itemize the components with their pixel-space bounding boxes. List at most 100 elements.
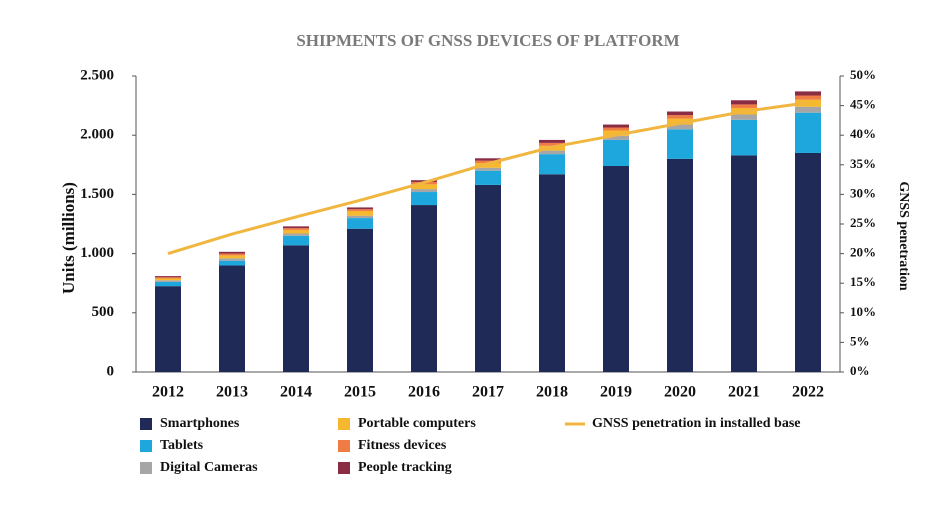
bar-segment bbox=[219, 265, 245, 372]
y2-tick-label: 40% bbox=[850, 126, 876, 141]
y2-axis-label: GNSS penetration bbox=[896, 181, 911, 291]
bar-segment bbox=[347, 207, 373, 210]
y2-tick-label: 5% bbox=[850, 333, 870, 348]
bar-segment bbox=[667, 129, 693, 159]
bar-segment bbox=[155, 280, 181, 283]
y2-tick-label: 45% bbox=[850, 97, 876, 112]
bar-segment bbox=[795, 106, 821, 113]
bar-segment bbox=[219, 251, 245, 254]
y2-tick-label: 30% bbox=[850, 185, 876, 200]
bar-segment bbox=[347, 215, 373, 219]
bar-segment bbox=[539, 150, 565, 155]
legend-label: Digital Cameras bbox=[160, 460, 258, 475]
y-tick-label: 1.500 bbox=[80, 186, 114, 202]
legend-label: Smartphones bbox=[160, 416, 240, 431]
bar-segment bbox=[411, 189, 437, 193]
bar-segment bbox=[603, 124, 629, 128]
x-tick-label: 2013 bbox=[216, 384, 248, 401]
x-tick-label: 2014 bbox=[280, 384, 312, 401]
bar-segment bbox=[283, 229, 309, 234]
legend-swatch bbox=[338, 462, 350, 474]
bar-segment bbox=[411, 192, 437, 206]
legend-swatch bbox=[338, 440, 350, 452]
legend-label: Fitness devices bbox=[358, 438, 447, 453]
y2-tick-label: 50% bbox=[850, 67, 876, 82]
bar-segment bbox=[155, 286, 181, 372]
y2-tick-label: 25% bbox=[850, 215, 876, 230]
bar-segment bbox=[347, 218, 373, 229]
bar-segment bbox=[667, 158, 693, 372]
legend-swatch bbox=[140, 462, 152, 474]
bar-segment bbox=[475, 167, 501, 171]
legend-swatch bbox=[140, 440, 152, 452]
legend-label: Portable computers bbox=[358, 416, 476, 431]
bar-segment bbox=[283, 228, 309, 230]
bar-segment bbox=[155, 277, 181, 279]
bar-segment bbox=[475, 184, 501, 372]
bar-segment bbox=[731, 100, 757, 105]
bar-segment bbox=[795, 91, 821, 96]
legend-label: People tracking bbox=[358, 460, 452, 475]
bar-segment bbox=[475, 163, 501, 168]
bar-segment bbox=[347, 228, 373, 372]
y-axis-label: Units (millions) bbox=[59, 182, 78, 294]
bar-segment bbox=[795, 152, 821, 372]
y-tick-label: 2.000 bbox=[80, 127, 114, 143]
legend-swatch bbox=[338, 418, 350, 430]
x-tick-label: 2018 bbox=[536, 384, 568, 401]
x-tick-label: 2022 bbox=[792, 384, 824, 401]
y-tick-label: 500 bbox=[92, 304, 115, 320]
y-tick-label: 1.000 bbox=[80, 245, 114, 261]
bar-segment bbox=[603, 130, 629, 136]
legend-label: Tablets bbox=[160, 438, 204, 453]
bar-segment bbox=[347, 209, 373, 211]
legend-label: GNSS penetration in installed base bbox=[592, 416, 800, 431]
y2-tick-label: 15% bbox=[850, 274, 876, 289]
bar-segment bbox=[283, 235, 309, 246]
bar-segment bbox=[411, 205, 437, 372]
y2-tick-label: 20% bbox=[850, 245, 876, 260]
bar-segment bbox=[219, 255, 245, 259]
x-tick-label: 2016 bbox=[408, 384, 440, 401]
bar-segment bbox=[219, 260, 245, 266]
x-tick-label: 2012 bbox=[152, 384, 184, 401]
bar-segment bbox=[219, 253, 245, 256]
bar-segment bbox=[155, 278, 181, 281]
legend-swatch bbox=[140, 418, 152, 430]
bar-segment bbox=[603, 135, 629, 140]
bar-segment bbox=[731, 119, 757, 156]
y2-tick-label: 0% bbox=[850, 363, 870, 378]
bar-segment bbox=[283, 245, 309, 372]
bar-segment bbox=[667, 124, 693, 130]
bar-segment bbox=[411, 184, 437, 190]
y2-tick-label: 10% bbox=[850, 304, 876, 319]
bar-segment bbox=[539, 142, 565, 146]
bar-segment bbox=[347, 210, 373, 216]
bar-segment bbox=[667, 118, 693, 125]
bar-segment bbox=[667, 111, 693, 116]
y2-tick-label: 35% bbox=[850, 156, 876, 171]
x-tick-label: 2021 bbox=[728, 384, 760, 401]
bar-segment bbox=[155, 282, 181, 287]
bar-segment bbox=[475, 170, 501, 185]
bar-segment bbox=[795, 95, 821, 100]
y-tick-label: 0 bbox=[107, 363, 115, 379]
bar-segment bbox=[539, 154, 565, 175]
bar-segment bbox=[731, 114, 757, 120]
bar-segment bbox=[603, 165, 629, 372]
bar-segment bbox=[603, 127, 629, 131]
bar-segment bbox=[155, 276, 181, 278]
penetration-line bbox=[167, 101, 809, 256]
x-tick-label: 2020 bbox=[664, 384, 696, 401]
bar-segment bbox=[731, 104, 757, 108]
x-tick-label: 2015 bbox=[344, 384, 376, 401]
x-tick-label: 2017 bbox=[472, 384, 504, 401]
x-tick-label: 2019 bbox=[600, 384, 632, 401]
bar-segment bbox=[667, 115, 693, 119]
bar-segment bbox=[475, 160, 501, 164]
bar-segment bbox=[795, 112, 821, 153]
bar-segment bbox=[539, 174, 565, 372]
bar-segment bbox=[283, 226, 309, 229]
bar-segment bbox=[219, 258, 245, 261]
